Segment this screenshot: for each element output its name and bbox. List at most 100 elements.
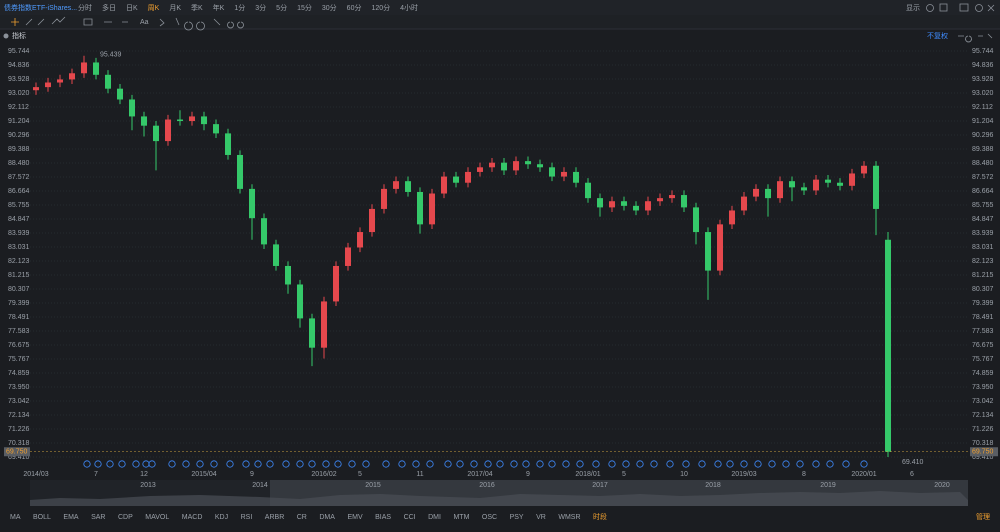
tool-icons[interactable] [25,16,244,31]
indicator-tab[interactable]: DMI [428,514,441,521]
info-icon[interactable] [975,4,983,12]
period-tab[interactable]: 4小时 [400,3,418,12]
event-marker[interactable] [106,460,114,468]
period-tab[interactable]: 多日 [102,3,116,12]
event-marker[interactable] [132,460,140,468]
indicator-tab[interactable]: EMV [347,514,363,521]
indicator-tab[interactable]: ARBR [265,514,284,521]
event-marker[interactable] [860,460,868,468]
event-marker[interactable] [426,460,434,468]
period-tab[interactable]: 年K [213,3,225,12]
indicator-tab[interactable]: OSC [482,514,497,521]
period-tab[interactable]: 3分 [255,3,266,12]
adjust-toggle[interactable]: 不复权 [927,31,948,40]
close-icon[interactable] [987,4,995,12]
event-marker[interactable] [548,460,556,468]
event-marker[interactable] [726,460,734,468]
event-marker[interactable] [456,460,464,468]
event-marker[interactable] [782,460,790,468]
event-marker[interactable] [254,460,262,468]
indicator-tab[interactable]: BIAS [375,514,391,521]
event-marker[interactable] [242,460,250,468]
event-marker[interactable] [754,460,762,468]
indicator-tab[interactable]: MACD [182,514,203,521]
indicator-tab[interactable]: MTM [453,514,469,521]
indicator-tab[interactable]: KDJ [215,514,228,521]
event-marker[interactable] [412,460,420,468]
period-tab[interactable]: 60分 [347,3,362,12]
indicator-tab[interactable]: MA [10,514,21,521]
event-marker[interactable] [148,460,156,468]
event-marker[interactable] [308,460,316,468]
drawing-tools[interactable] [11,3,995,43]
event-marker[interactable] [650,460,658,468]
period-tab[interactable]: 5分 [276,3,287,12]
indicator-tab[interactable]: PSY [510,514,524,521]
event-marker[interactable] [348,460,356,468]
event-marker[interactable] [382,460,390,468]
instrument-title[interactable]: 债券指数ETF-iShares... [4,3,77,12]
crosshair-tool[interactable] [11,18,19,26]
event-marker[interactable] [322,460,330,468]
indicator-tab[interactable]: SAR [91,514,105,521]
period-tab[interactable]: 30分 [322,3,337,12]
event-marker[interactable] [522,460,530,468]
period-tab[interactable]: 120分 [371,3,390,12]
event-marker[interactable] [398,460,406,468]
indicator-tab[interactable]: EMA [63,514,79,521]
event-marker[interactable] [196,460,204,468]
indicator-tab[interactable]: MAVOL [145,514,169,521]
indicator-tab[interactable]: 时段 [593,512,607,521]
layout-icon[interactable] [939,3,948,12]
text-tool[interactable]: Aa [140,19,149,26]
event-marker[interactable] [536,460,544,468]
event-marker[interactable] [768,460,776,468]
event-marker[interactable] [118,460,126,468]
event-marker[interactable] [168,460,176,468]
period-tab[interactable]: 周K [148,4,160,12]
event-marker[interactable] [470,460,478,468]
period-tab[interactable]: 1分 [234,3,245,12]
event-marker[interactable] [812,460,820,468]
display-toggle[interactable]: 显示 [906,4,920,12]
manage-button[interactable]: 管理 [976,512,990,521]
indicator-tab[interactable]: CCI [404,514,416,521]
event-marker[interactable] [826,460,834,468]
indicator-tab[interactable]: CDP [118,514,133,521]
event-marker[interactable] [796,460,804,468]
event-marker[interactable] [210,460,218,468]
event-marker[interactable] [362,460,370,468]
settings-icon[interactable] [926,4,934,12]
event-marker[interactable] [622,460,630,468]
event-marker[interactable] [562,460,570,468]
indicator-label[interactable]: 指标 [12,31,26,40]
event-marker[interactable] [510,460,518,468]
event-marker[interactable] [592,460,600,468]
period-tab[interactable]: 日K [126,4,138,12]
camera-icon[interactable] [959,3,969,12]
indicator-tab[interactable]: RSI [241,514,253,521]
indicator-tab[interactable]: WMSR [558,514,580,521]
event-marker[interactable] [296,460,304,468]
event-marker[interactable] [666,460,674,468]
event-marker[interactable] [94,460,102,468]
event-marker[interactable] [266,460,274,468]
event-marker[interactable] [576,460,584,468]
event-marker[interactable] [740,460,748,468]
event-marker[interactable] [334,460,342,468]
event-marker[interactable] [608,460,616,468]
event-marker[interactable] [682,460,690,468]
event-marker[interactable] [444,460,452,468]
event-marker[interactable] [714,460,722,468]
indicator-tab[interactable]: CR [297,514,307,521]
event-marker[interactable] [83,460,91,468]
event-marker[interactable] [842,460,850,468]
event-marker[interactable] [182,460,190,468]
indicator-tab[interactable]: DMA [319,514,335,521]
chart-controls[interactable] [958,33,993,43]
event-marker[interactable] [636,460,644,468]
indicator-tab[interactable]: VR [536,514,546,521]
period-tab[interactable]: 分时 [78,3,92,12]
period-tab[interactable]: 月K [169,4,181,12]
period-tab[interactable]: 15分 [297,3,312,12]
